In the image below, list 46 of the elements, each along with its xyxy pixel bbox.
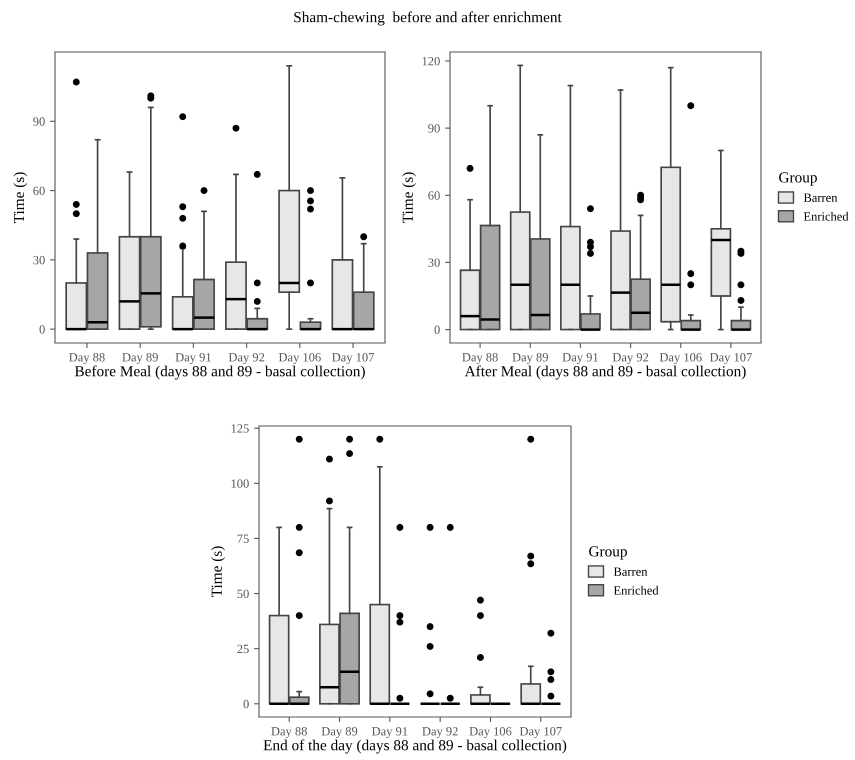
x-tick-label: Day 92 — [612, 353, 648, 364]
x-tick-label: Day 91 — [562, 353, 598, 364]
y-tick-label: 0 — [40, 325, 45, 334]
x-tick-label: Day 88 — [462, 353, 498, 364]
y-tick-label: 75 — [238, 534, 249, 543]
y-tick-label: 120 — [422, 56, 440, 66]
y-tick-label: 60 — [428, 191, 440, 200]
y-tick-label: 90 — [428, 124, 440, 133]
x-tick-label: Day 106 — [278, 353, 321, 364]
y-tick-label: 100 — [232, 479, 249, 488]
y-tick-label: 0 — [434, 326, 440, 334]
x-tick-label: Day 106 — [469, 727, 512, 738]
legend-title: Group — [589, 546, 627, 560]
x-tick-label: Day 107 — [710, 353, 752, 364]
x-tick-label: Day 106 — [660, 353, 702, 364]
y-tick-label: 30 — [428, 258, 440, 267]
x-tick-label: Day 91 — [372, 727, 408, 738]
y-tick-label: 0 — [244, 700, 249, 708]
y-axis-title: Time (s) — [211, 546, 225, 598]
y-tick-label: 25 — [237, 644, 249, 654]
legend-label: Barren — [804, 194, 838, 202]
y-tick-label: 125 — [232, 424, 249, 433]
y-tick-label: 60 — [33, 186, 45, 196]
x-tick-label: Day 91 — [176, 353, 211, 364]
x-tick-label: Day 107 — [332, 353, 374, 364]
y-axis-title: Time (s) — [13, 172, 28, 224]
x-tick-label: Day 107 — [520, 727, 562, 738]
x-tick-label: Day 89 — [122, 353, 158, 364]
x-tick-label: Day 89 — [322, 727, 358, 738]
y-axis-title: Time (s) — [402, 172, 416, 224]
x-axis-title: End of the day (days 88 and 89 - basal collection) — [264, 739, 566, 754]
legend-label: Enriched — [804, 212, 848, 221]
x-tick-label: Day 88 — [271, 727, 307, 738]
legend-label: Barren — [614, 568, 648, 576]
x-tick-label: Day 92 — [228, 353, 264, 364]
legend-label: Enriched — [614, 586, 658, 595]
y-tick-label: 30 — [33, 256, 45, 264]
y-tick-label: 50 — [238, 590, 249, 598]
text: Sham-chewing before and after enrichment — [294, 11, 562, 26]
x-axis-title: After Meal (days 88 and 89 - basal collection) — [464, 365, 746, 380]
x-axis-title: Before Meal (days 88 and 89 - basal collection) — [74, 365, 365, 380]
x-tick-label: Day 92 — [422, 727, 458, 738]
x-tick-label: Day 89 — [512, 353, 548, 364]
y-tick-label: 90 — [33, 117, 45, 126]
x-tick-label: Day 88 — [69, 353, 105, 364]
legend-title: Group — [779, 172, 817, 186]
